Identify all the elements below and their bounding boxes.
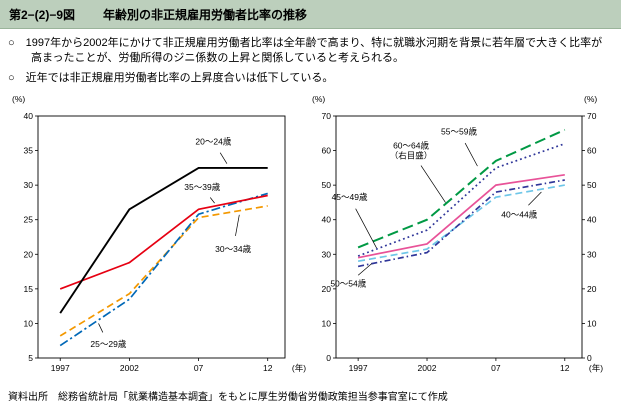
right-chart: 0 0 10 10 20 20 30 30 40 40 50 50 60 60 70 70 1997 2002 07… bbox=[312, 94, 603, 373]
y-tick-label: 35 bbox=[24, 146, 34, 156]
y-tick-label: 40 bbox=[24, 111, 34, 121]
series-label: 20〜24歳 bbox=[195, 137, 231, 147]
y-tick-label-right: 30 bbox=[587, 249, 597, 259]
label-leader bbox=[219, 152, 228, 164]
note-text: 1997年から2002年にかけて非正規雇用労働者比率は全年齢で高まり、特に就職氷… bbox=[25, 37, 603, 64]
x-axis-unit: (年) bbox=[292, 363, 306, 373]
y-tick-label: 30 bbox=[322, 249, 332, 259]
source-note: 資料出所 総務省統計局「就業構造基本調査」をもとに厚生労働省労働政策担当参事官室… bbox=[8, 392, 448, 403]
note-item: ○ 近年では非正規雇用労働者比率の上昇度合いは低下している。 bbox=[8, 71, 607, 86]
x-tick-label: 1997 bbox=[51, 363, 70, 373]
y-tick-label: 50 bbox=[322, 180, 332, 190]
y-tick-label: 5 bbox=[28, 353, 33, 363]
label-leader bbox=[420, 165, 446, 203]
x-tick-label: 07 bbox=[194, 363, 204, 373]
label-leader bbox=[528, 191, 542, 206]
note-text: 近年では非正規雇用労働者比率の上昇度合いは低下している。 bbox=[25, 72, 334, 84]
series-line bbox=[357, 128, 566, 249]
figure-header: 第2−(2)−9図 年齢別の非正規雇用労働者比率の推移 bbox=[0, 0, 621, 29]
y-tick-label: 20 bbox=[24, 249, 34, 259]
series-line bbox=[59, 192, 268, 347]
series-line bbox=[357, 184, 565, 263]
x-tick-label: 07 bbox=[491, 363, 501, 373]
y-axis-unit-right: (%) bbox=[584, 94, 597, 104]
y-tick-label-right: 50 bbox=[587, 180, 597, 190]
y-tick-label: 15 bbox=[24, 284, 34, 294]
x-tick-label: 1997 bbox=[349, 363, 368, 373]
note-bullet: ○ bbox=[8, 72, 15, 84]
y-tick-label-right: 0 bbox=[587, 353, 592, 363]
left-chart: 5 10 15 20 25 30 35 40 1997 2002 07 12 (年) (%) 20〜24歳 3… bbox=[12, 94, 306, 373]
y-tick-label-right: 20 bbox=[587, 284, 597, 294]
series-label: 50〜54歳 bbox=[330, 279, 366, 289]
y-tick-label: 10 bbox=[24, 318, 34, 328]
label-leader bbox=[209, 197, 215, 204]
series-label: 60〜64歳 bbox=[393, 141, 429, 151]
note-bullet: ○ bbox=[8, 37, 15, 49]
y-tick-label: 70 bbox=[322, 111, 332, 121]
y-tick-label: 40 bbox=[322, 215, 332, 225]
figure-notes: ○ 1997年から2002年にかけて非正規雇用労働者比率は全年齢で高まり、特に就職… bbox=[8, 36, 607, 86]
y-tick-label: 30 bbox=[24, 180, 34, 190]
label-leader bbox=[464, 142, 478, 167]
series-label: 55〜59歳 bbox=[441, 127, 477, 137]
series-label: 40〜44歳 bbox=[501, 210, 537, 220]
y-tick-label: 0 bbox=[326, 353, 331, 363]
y-tick-label-right: 40 bbox=[587, 215, 597, 225]
y-axis-unit: (%) bbox=[12, 94, 25, 104]
y-tick-label: 60 bbox=[322, 146, 332, 156]
x-axis-unit: (年) bbox=[589, 363, 603, 373]
series-line bbox=[59, 194, 268, 290]
x-tick-label: 2002 bbox=[120, 363, 139, 373]
x-tick-label: 2002 bbox=[418, 363, 437, 373]
series-label: （右目盛） bbox=[390, 151, 433, 161]
y-tick-label: 10 bbox=[322, 318, 332, 328]
series-label: 45〜49歳 bbox=[332, 192, 368, 202]
y-tick-label: 25 bbox=[24, 215, 34, 225]
series-label: 35〜39歳 bbox=[184, 182, 220, 192]
y-tick-label-right: 10 bbox=[587, 318, 597, 328]
series-label: 25〜29歳 bbox=[90, 339, 126, 349]
x-tick-label: 12 bbox=[263, 363, 273, 373]
series-line bbox=[357, 173, 565, 259]
label-leader bbox=[355, 208, 377, 249]
x-tick-label: 12 bbox=[560, 363, 570, 373]
y-axis-unit: (%) bbox=[312, 94, 325, 104]
note-item: ○ 1997年から2002年にかけて非正規雇用労働者比率は全年齢で高まり、特に就職… bbox=[8, 36, 607, 66]
series-line bbox=[59, 166, 268, 314]
y-tick-label: 20 bbox=[322, 284, 332, 294]
series-line bbox=[357, 142, 566, 257]
label-leader bbox=[98, 323, 104, 333]
label-leader bbox=[235, 214, 240, 237]
y-tick-label-right: 70 bbox=[587, 111, 597, 121]
figure-number: 第2−(2)−9図 bbox=[9, 7, 76, 22]
y-tick-label-right: 60 bbox=[587, 146, 597, 156]
figure-title: 年齢別の非正規雇用労働者比率の推移 bbox=[103, 7, 308, 22]
label-leader bbox=[357, 263, 372, 276]
plot-frame bbox=[335, 115, 583, 359]
figure-charts: 5 10 15 20 25 30 35 40 1997 2002 07 12 (年) (%) 20〜24歳 3… bbox=[0, 88, 621, 384]
series-label: 30〜34歳 bbox=[215, 244, 251, 254]
